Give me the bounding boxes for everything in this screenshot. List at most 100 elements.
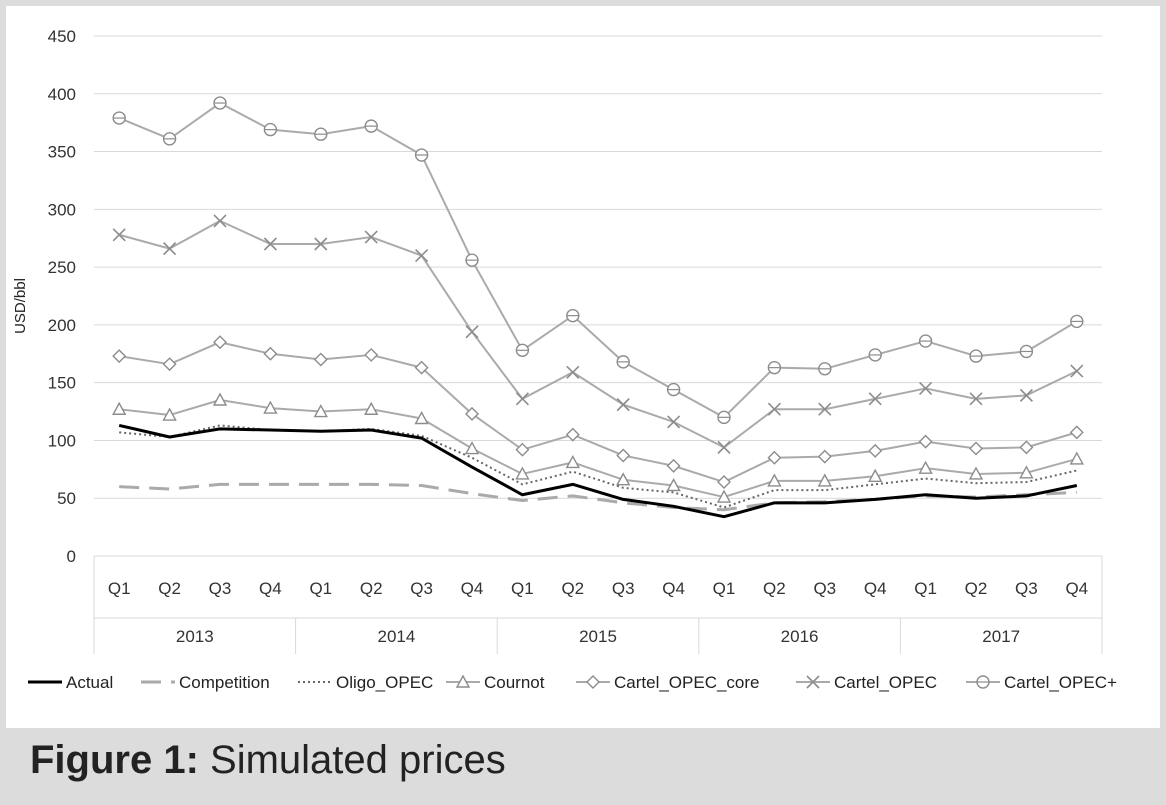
series-actual xyxy=(118,423,1078,519)
x-tick-label: Q2 xyxy=(763,579,786,598)
marker-stroke xyxy=(213,214,227,228)
data-point-cournot xyxy=(112,401,127,415)
data-point-cournot xyxy=(565,454,580,469)
data-point-cartel-opec-core xyxy=(767,450,782,465)
x-tick-label: Q3 xyxy=(209,579,232,598)
legend-entry-cartel-opec: Cartel_OPEC+ xyxy=(966,673,1117,692)
line-chart: 0 50 100 150 200 250 300 350 400 450 Q1 Q2 Q3 Q4 Q1 Q2 Q… xyxy=(12,27,1117,692)
data-point-cartel-opec-core xyxy=(969,441,983,456)
series-line-cartel-opec-core xyxy=(119,341,1078,484)
y-tick-label: 250 xyxy=(48,258,76,277)
marker-stroke xyxy=(1019,388,1033,402)
figure-caption: Figure 1: Simulated prices xyxy=(30,738,506,783)
marker-stroke xyxy=(1070,364,1084,378)
data-point-cartel-opec xyxy=(1070,314,1084,329)
data-point-cartel-opec xyxy=(314,127,328,141)
y-tick-label: 100 xyxy=(48,431,76,450)
data-point-cartel-opec-core xyxy=(162,357,177,372)
legend-entry-cartel-opec-core: Cartel_OPEC_core xyxy=(576,673,760,692)
x-tick-label: Q3 xyxy=(813,579,836,598)
legend: Actual Competition Oligo_OPEC Cournot Cartel… xyxy=(28,673,1117,692)
data-point-cartel-opec xyxy=(767,360,782,375)
y-tick-label: 0 xyxy=(67,547,76,566)
y-tick-label: 150 xyxy=(48,374,76,393)
data-point-cartel-opec-core xyxy=(1019,440,1034,455)
data-point-cournot xyxy=(515,466,530,480)
series-line-cartel-opec xyxy=(118,219,1078,449)
data-point-cartel-opec-core xyxy=(313,352,328,367)
data-point-cournot xyxy=(414,411,429,425)
data-point-cournot xyxy=(364,401,379,415)
x-tick-label: Q4 xyxy=(259,579,282,598)
marker-stroke xyxy=(919,381,933,396)
legend-label-cournot: Cournot xyxy=(484,673,545,692)
data-point-cartel-opec xyxy=(163,242,177,256)
data-point-cartel-opec-core xyxy=(666,458,681,473)
marker-stroke xyxy=(364,230,378,244)
x-tick-label: Q2 xyxy=(561,579,584,598)
year-label: 2014 xyxy=(377,627,415,646)
data-point-cartel-opec xyxy=(918,334,933,348)
legend-marker-cartel-opec-core xyxy=(586,675,600,689)
data-point-cartel-opec xyxy=(515,392,529,406)
data-point-cartel-opec-core xyxy=(616,448,631,463)
x-tick-label: Q1 xyxy=(309,579,332,598)
data-point-cartel-opec xyxy=(213,214,227,228)
data-point-cournot xyxy=(1019,465,1034,479)
data-point-cartel-opec xyxy=(112,228,126,242)
data-point-cartel-opec xyxy=(566,308,580,323)
x-tick-label: Q3 xyxy=(1015,579,1038,598)
year-label: 2013 xyxy=(176,627,214,646)
marker-stroke xyxy=(314,237,328,251)
year-label: 2015 xyxy=(579,627,617,646)
x-tick-label: Q1 xyxy=(914,579,937,598)
x-tick-label: Q1 xyxy=(108,579,131,598)
legend-entry-cartel-opec: Cartel_OPEC xyxy=(796,673,937,692)
marker-stroke xyxy=(515,392,529,406)
series-line-actual xyxy=(118,423,1078,519)
series-cournot xyxy=(112,392,1084,503)
caption-label: Figure 1: xyxy=(30,738,199,782)
year-label: 2016 xyxy=(781,627,819,646)
data-point-cartel-opec xyxy=(213,96,227,110)
data-point-cartel-opec-core xyxy=(213,335,227,350)
data-point-cartel-opec xyxy=(465,325,479,339)
x-tick-label: Q4 xyxy=(461,579,484,598)
legend-label-cartel-opec: Cartel_OPEC xyxy=(834,673,937,692)
data-point-cournot xyxy=(313,404,328,418)
data-point-cournot xyxy=(868,468,883,482)
data-point-cartel-opec-core xyxy=(1069,425,1084,440)
data-point-cartel-opec xyxy=(767,402,781,416)
legend-label-cartel-opec-core: Cartel_OPEC_core xyxy=(614,673,760,692)
series-competition xyxy=(119,482,1077,512)
x-tick-label: Q2 xyxy=(360,579,383,598)
data-point-cartel-opec xyxy=(616,398,630,412)
marker-stroke xyxy=(263,237,277,251)
x-tick-label: Q3 xyxy=(612,579,635,598)
legend-marker-cartel-opec xyxy=(806,675,820,689)
data-point-cartel-opec xyxy=(162,132,177,146)
marker-stroke xyxy=(566,365,580,379)
data-point-cartel-opec xyxy=(969,349,983,363)
x-tick-label: Q4 xyxy=(864,579,887,598)
data-point-cartel-opec xyxy=(667,415,681,429)
data-point-cartel-opec xyxy=(415,248,429,263)
data-point-cartel-opec-core xyxy=(817,449,832,464)
marker-stroke xyxy=(112,228,126,242)
data-point-cartel-opec xyxy=(112,111,126,125)
data-point-cartel-opec xyxy=(616,355,630,369)
legend-entry-competition: Competition xyxy=(141,673,270,692)
data-point-cartel-opec xyxy=(364,119,378,133)
data-point-cartel-opec-core xyxy=(364,347,379,362)
data-point-cartel-opec xyxy=(717,410,731,425)
marker-stroke xyxy=(767,402,781,416)
data-point-cournot xyxy=(666,478,681,492)
marker-stroke xyxy=(868,392,882,406)
data-point-cournot xyxy=(464,441,480,455)
series-cartel-opec-core xyxy=(112,335,1084,490)
marker-stroke xyxy=(415,248,429,263)
y-tick-label: 350 xyxy=(48,143,76,162)
marker-stroke xyxy=(667,415,681,429)
x-tick-label: Q1 xyxy=(511,579,534,598)
